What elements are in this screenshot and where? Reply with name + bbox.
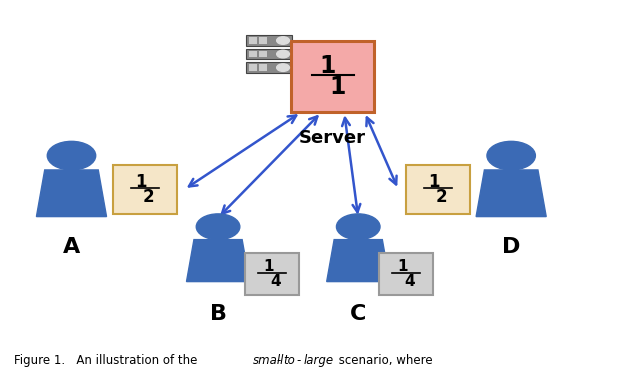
Circle shape: [276, 64, 289, 71]
Polygon shape: [476, 170, 546, 216]
Bar: [248, 51, 257, 58]
FancyBboxPatch shape: [246, 62, 292, 73]
Text: 2: 2: [436, 188, 447, 206]
Text: 4: 4: [404, 274, 415, 289]
Text: large: large: [303, 354, 333, 367]
Text: Figure 1.   An illustration of the: Figure 1. An illustration of the: [14, 354, 201, 367]
Text: C: C: [350, 304, 367, 324]
Circle shape: [337, 214, 380, 240]
Bar: [248, 64, 257, 71]
FancyBboxPatch shape: [406, 165, 470, 214]
Text: 1: 1: [428, 173, 440, 191]
Text: A: A: [63, 236, 80, 257]
Bar: [259, 51, 267, 58]
Bar: [259, 37, 267, 44]
Text: B: B: [209, 304, 227, 324]
Text: small: small: [253, 354, 284, 367]
Circle shape: [487, 141, 536, 170]
Text: D: D: [502, 236, 520, 257]
Text: 1: 1: [330, 75, 346, 99]
Text: to: to: [284, 354, 296, 367]
Polygon shape: [36, 170, 106, 216]
Text: Server: Server: [300, 129, 366, 147]
Text: 2: 2: [143, 188, 154, 206]
FancyBboxPatch shape: [246, 49, 292, 60]
Circle shape: [276, 50, 289, 58]
FancyBboxPatch shape: [113, 165, 177, 214]
FancyBboxPatch shape: [246, 35, 292, 46]
FancyBboxPatch shape: [291, 41, 374, 113]
Polygon shape: [326, 240, 390, 282]
FancyBboxPatch shape: [379, 254, 433, 295]
FancyBboxPatch shape: [245, 254, 300, 295]
Bar: [259, 64, 267, 71]
Text: 1: 1: [397, 259, 408, 274]
Text: 4: 4: [271, 274, 282, 289]
Text: 1: 1: [319, 54, 336, 78]
Circle shape: [276, 37, 289, 44]
Text: scenario, where: scenario, where: [335, 354, 433, 367]
Circle shape: [196, 214, 240, 240]
Text: 1: 1: [263, 259, 274, 274]
Polygon shape: [186, 240, 250, 282]
Circle shape: [47, 141, 96, 170]
Text: -: -: [296, 354, 301, 367]
Text: -: -: [276, 354, 281, 367]
Bar: [248, 37, 257, 44]
Text: 1: 1: [135, 173, 147, 191]
